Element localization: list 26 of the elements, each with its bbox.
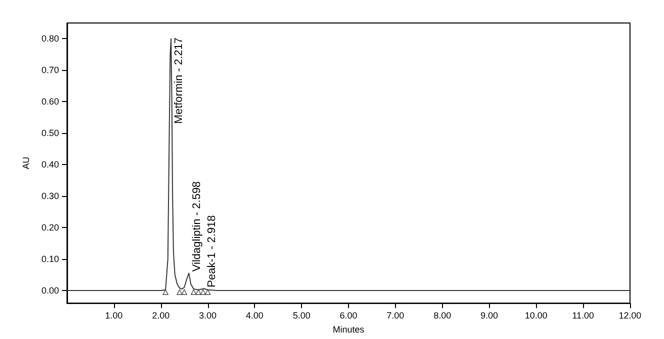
x-tick-label: 10.00 xyxy=(524,310,548,321)
x-tick-label: 9.00 xyxy=(480,310,498,321)
x-axis-title: Minutes xyxy=(332,324,365,334)
y-tick-label: 0.10 xyxy=(41,254,59,264)
x-tick-label: 1.00 xyxy=(105,310,123,321)
x-tick-label: 7.00 xyxy=(386,310,404,321)
annotation: Peak-1 - 2.918 xyxy=(206,215,218,288)
annotation: Vildagliptin - 2.598 xyxy=(190,181,203,272)
y-tick-label: 0.20 xyxy=(41,222,59,233)
x-tick-label: 6.00 xyxy=(340,310,358,321)
y-tick-label: 0.40 xyxy=(41,160,59,170)
x-tick-label: 12.00 xyxy=(618,310,642,321)
x-tick-label: 8.00 xyxy=(434,310,452,321)
x-tick-label: 2.00 xyxy=(152,310,170,321)
y-tick-label: 0.30 xyxy=(41,191,59,202)
y-tick-label: 0.00 xyxy=(41,286,59,296)
y-tick-label: 0.80 xyxy=(41,34,59,44)
annotation: Metformin - 2.217 xyxy=(173,38,186,124)
x-tick-label: 3.00 xyxy=(198,310,217,321)
y-tick-label: 0.70 xyxy=(41,65,59,76)
x-tick-label: 4.00 xyxy=(246,310,264,321)
y-axis-title: AU xyxy=(21,156,32,170)
y-tick-label: 0.50 xyxy=(41,128,59,138)
y-tick-label: 0.60 xyxy=(41,96,59,107)
x-tick-label: 5.00 xyxy=(292,310,310,321)
x-tick-label: 11.00 xyxy=(572,310,594,321)
